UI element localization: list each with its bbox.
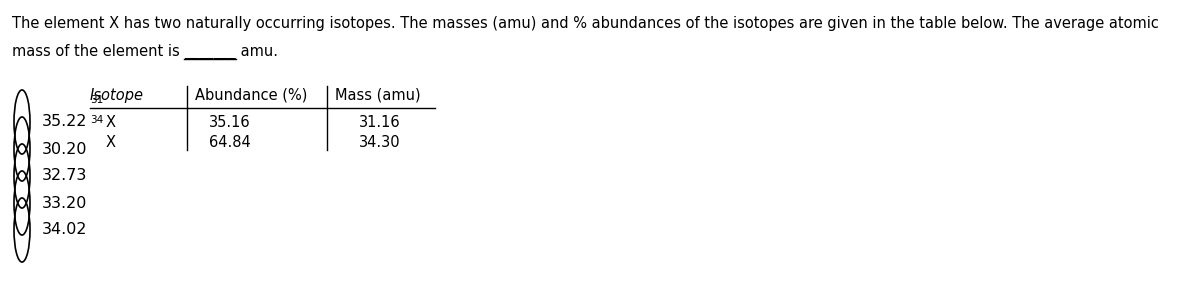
Text: 33.20: 33.20 (42, 196, 87, 211)
Text: 35.16: 35.16 (210, 115, 251, 130)
Text: 34.30: 34.30 (359, 135, 401, 150)
Text: 31: 31 (90, 95, 104, 105)
Text: 31.16: 31.16 (359, 115, 401, 130)
Text: 35.22: 35.22 (42, 114, 87, 129)
Text: Isotope: Isotope (90, 88, 144, 103)
Text: amu.: amu. (236, 44, 278, 59)
Text: The element X has two naturally occurring isotopes. The masses (amu) and % abund: The element X has two naturally occurrin… (12, 16, 1159, 31)
Text: 32.73: 32.73 (42, 168, 87, 183)
Text: X: X (106, 115, 115, 130)
Text: _______: _______ (184, 44, 236, 59)
Text: mass of the element is: mass of the element is (12, 44, 185, 59)
Text: Mass (amu): Mass (amu) (335, 88, 421, 103)
Text: 64.84: 64.84 (210, 135, 251, 150)
Text: X: X (106, 135, 115, 150)
Text: 34: 34 (90, 115, 104, 125)
Text: Abundance (%): Abundance (%) (196, 88, 307, 103)
Text: 30.20: 30.20 (42, 141, 87, 156)
Text: 34.02: 34.02 (42, 223, 87, 238)
